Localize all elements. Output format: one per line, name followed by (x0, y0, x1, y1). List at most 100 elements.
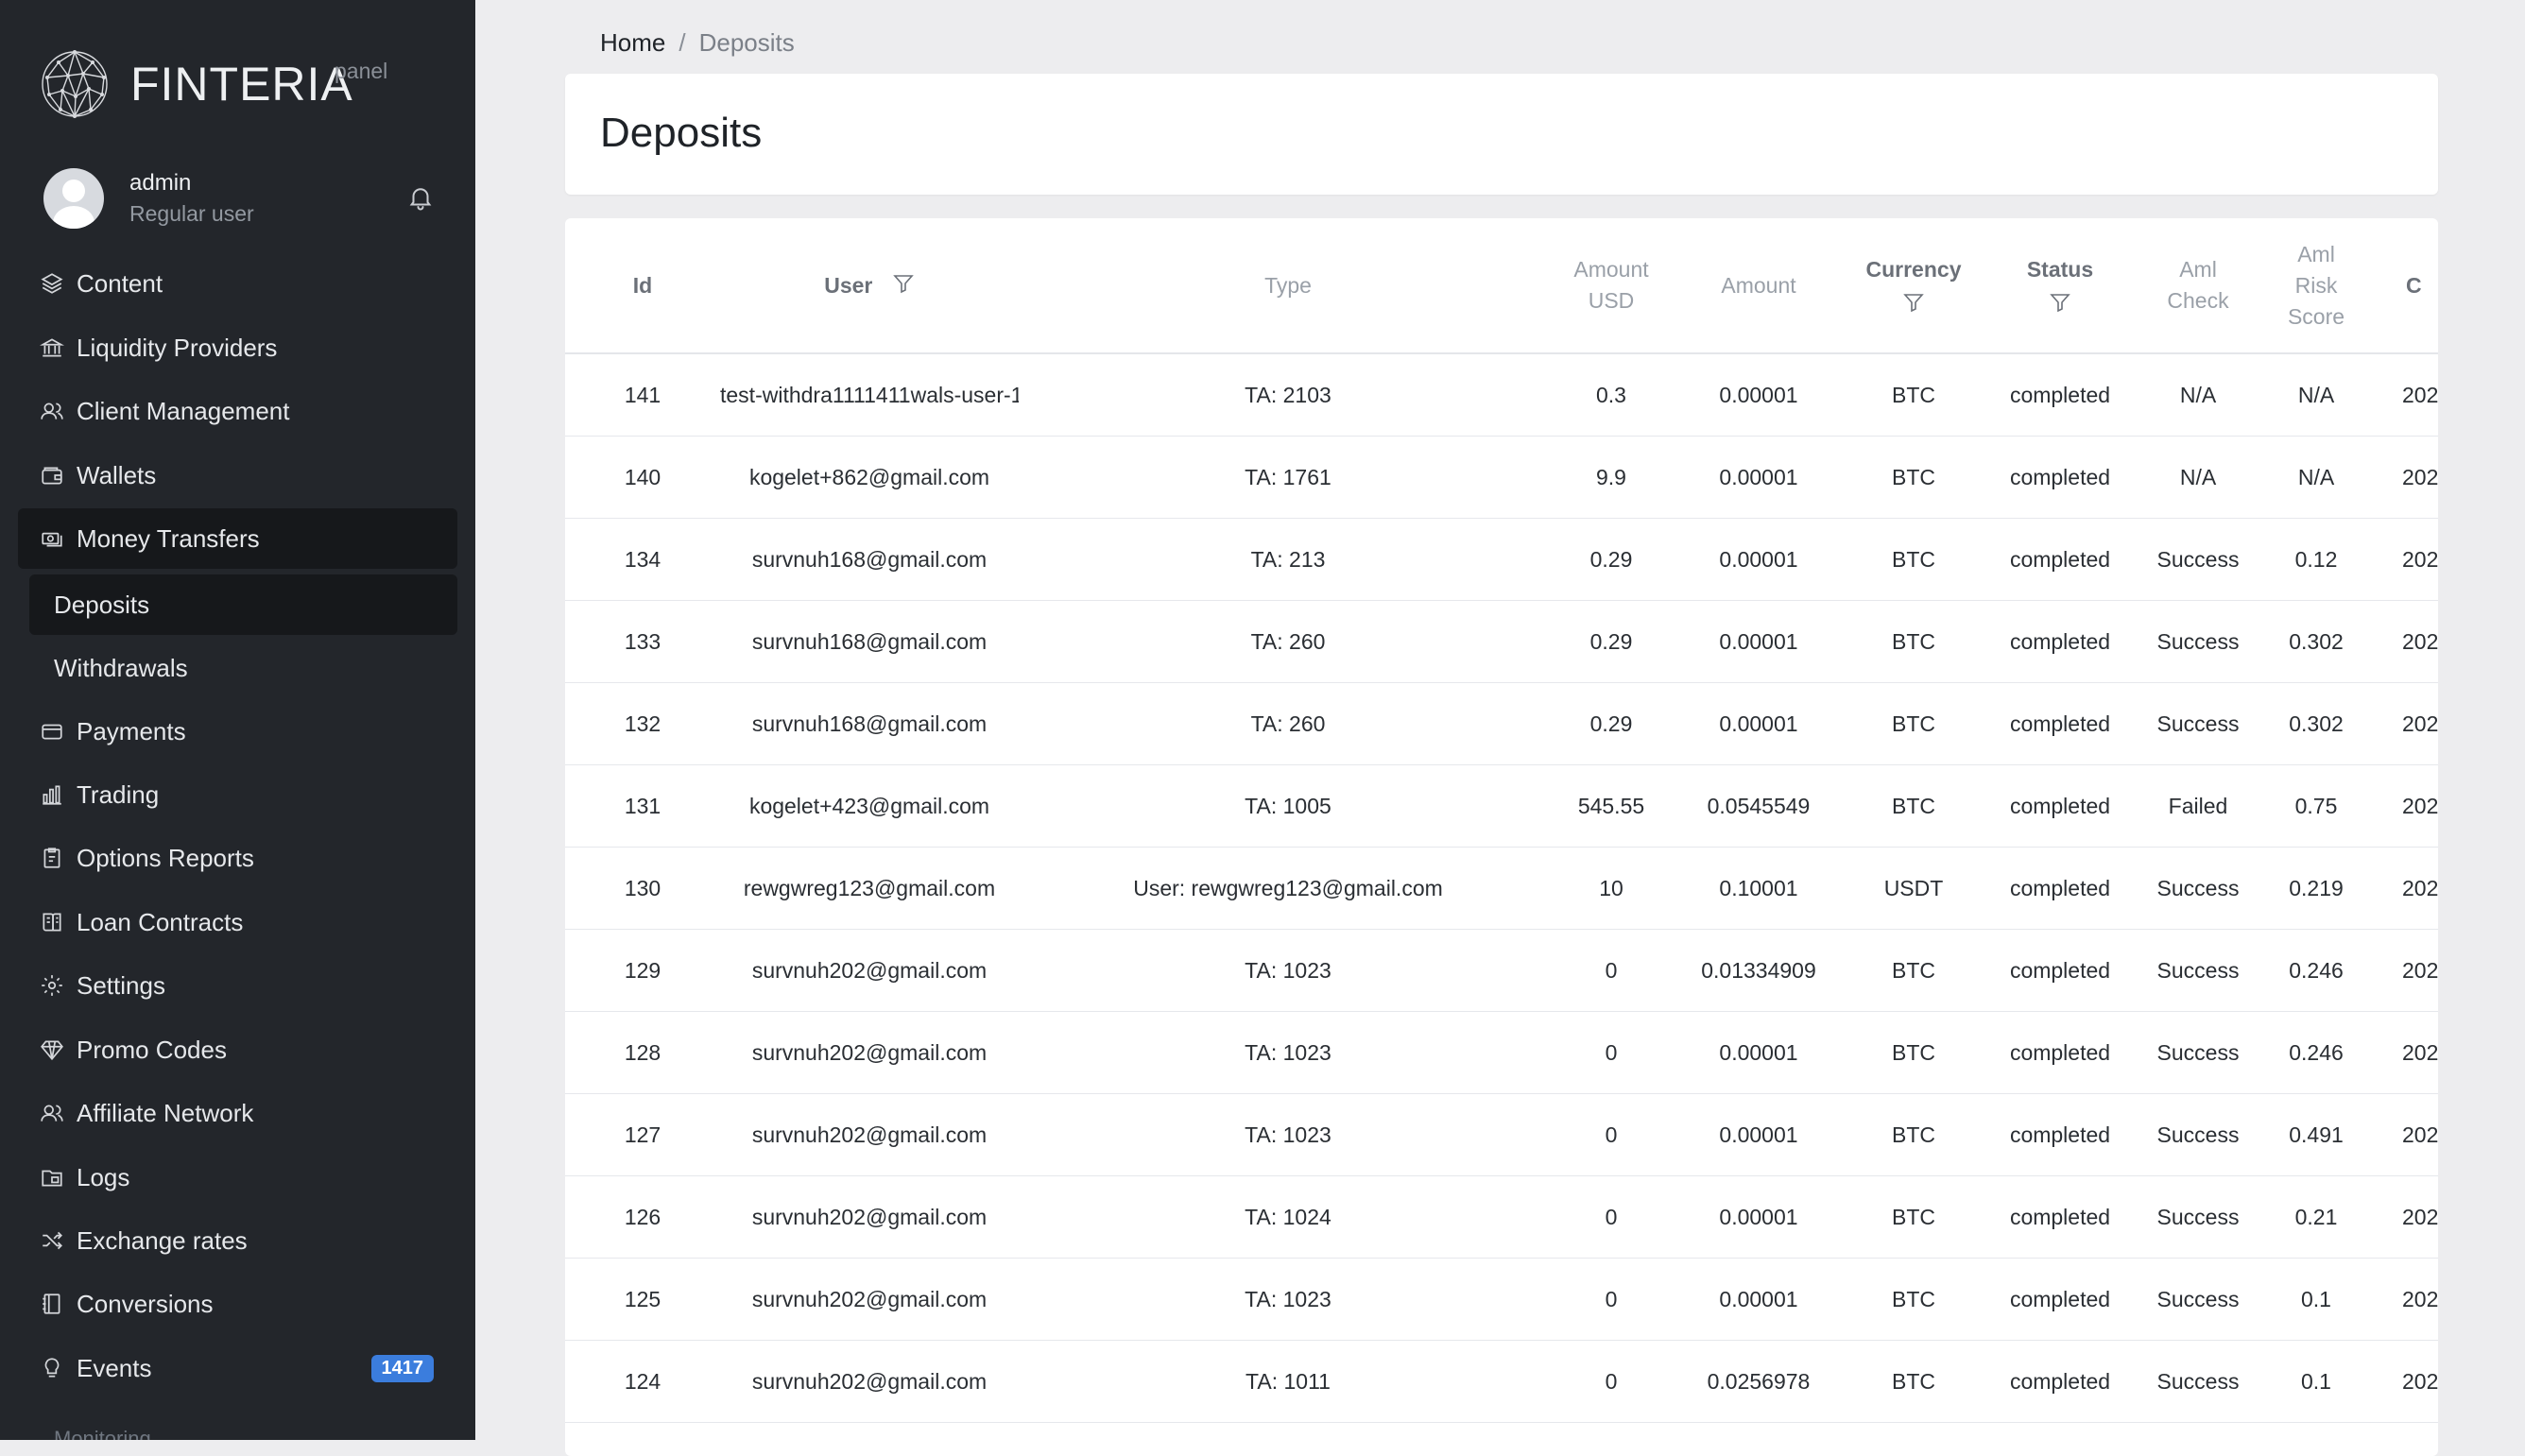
cell-amount: 0.10001 (1665, 847, 1852, 930)
avatar[interactable] (43, 168, 104, 229)
table-row[interactable]: 133 survnuh168@gmail.com TA: 260 0.29 0.0000… (565, 600, 2438, 683)
cell-status: completed (1975, 1011, 2145, 1094)
sidebar-item-logs[interactable]: Logs (18, 1147, 457, 1208)
sidebar-item-content[interactable]: Content (18, 253, 457, 314)
sidebar-item-wallets[interactable]: Wallets (18, 445, 457, 505)
sidebar-subitem-withdrawals[interactable]: Withdrawals (29, 638, 457, 698)
cell-aml-check: N/A (2145, 436, 2251, 519)
cell-amount-usd: 0 (1557, 929, 1665, 1012)
sidebar-item-client-management[interactable]: Client Management (18, 381, 457, 441)
table-row[interactable]: 141test-withdra1111411wals-user-1@gmail.… (565, 353, 2438, 437)
cell-id: 128 (565, 1011, 720, 1094)
sidebar-subitem-deposits[interactable]: Deposits (29, 574, 457, 635)
cell-aml-risk-score: 0.246 (2251, 1011, 2381, 1094)
bell-icon[interactable] (406, 183, 435, 212)
column-header-amount[interactable]: Amount (1665, 218, 1852, 354)
cell-aml-check: Success (2145, 1011, 2251, 1094)
cell-aml-risk-score: N/A (2251, 353, 2381, 437)
cell-id: 130 (565, 847, 720, 930)
cell-amount-usd: 0 (1557, 1093, 1665, 1176)
filter-icon[interactable] (892, 272, 915, 295)
cell-type: TA: 1023 (1019, 929, 1557, 1012)
cell-id: 134 (565, 518, 720, 601)
users-icon (39, 398, 65, 424)
filter-icon[interactable] (2049, 291, 2071, 314)
sidebar-item-payments[interactable]: Payments (18, 701, 457, 762)
cell-type: TA: 2103 (1019, 353, 1557, 437)
sidebar-item-loan-contracts[interactable]: Loan Contracts (18, 892, 457, 952)
cell-id: 132 (565, 682, 720, 765)
sidebar-item-events[interactable]: Events 1417 (18, 1338, 457, 1398)
table-row[interactable]: 126 survnuh202@gmail.com TA: 1024 0 0.00001 B… (565, 1175, 2438, 1259)
column-header-type[interactable]: Type (1019, 218, 1557, 354)
column-header-aml-risk-score[interactable]: Aml Risk Score (2251, 218, 2381, 354)
column-header-amount-usd[interactable]: Amount USD (1557, 218, 1665, 354)
sidebar-item-liquidity-providers[interactable]: Liquidity Providers (18, 317, 457, 378)
column-header-id[interactable]: Id (565, 218, 720, 354)
table-row[interactable]: 140 kogelet+862@gmail.com TA: 1761 9.9 0.000… (565, 436, 2438, 519)
cell-aml-check: Success (2145, 929, 2251, 1012)
sidebar-item-label: Logs (77, 1162, 130, 1191)
cell-created: 2023 (2381, 353, 2438, 437)
cell-created: 2023 (2381, 847, 2438, 930)
table-row[interactable]: 125 survnuh202@gmail.com TA: 1023 0 0.00001 B… (565, 1258, 2438, 1341)
cell-user: survnuh168@gmail.com (720, 600, 1019, 683)
column-header-currency[interactable]: Currency (1852, 218, 1975, 354)
breadcrumb-current: Deposits (698, 28, 795, 57)
cell-created: 2023 (2381, 600, 2438, 683)
table-row[interactable]: 132 survnuh168@gmail.com TA: 260 0.29 0.0000… (565, 682, 2438, 765)
cell-status: completed (1975, 518, 2145, 601)
cell-amount-usd: 0 (1557, 1258, 1665, 1341)
table-row[interactable]: 128 survnuh202@gmail.com TA: 1023 0 0.00001 B… (565, 1011, 2438, 1094)
breadcrumb-home-link[interactable]: Home (600, 28, 666, 57)
cell-aml-check: Success (2145, 682, 2251, 765)
cell-created: 2023 (2381, 436, 2438, 519)
cell-created: 2023 (2381, 929, 2438, 1012)
cell-amount-usd: 0 (1557, 1340, 1665, 1423)
sidebar-item-label: Conversions (77, 1289, 214, 1318)
user-profile[interactable]: admin Regular user (43, 168, 440, 231)
cell-type: TA: 1023 (1019, 1011, 1557, 1094)
breadcrumb: Home / Deposits (600, 28, 795, 58)
cell-type: TA: 1023 (1019, 1258, 1557, 1341)
cell-currency: BTC (1852, 1258, 1975, 1341)
table-row[interactable]: 134 survnuh168@gmail.com TA: 213 0.29 0.0000… (565, 518, 2438, 601)
cell-id: 124 (565, 1340, 720, 1423)
column-header-created[interactable]: C (2381, 218, 2438, 354)
cell-type: TA: 260 (1019, 600, 1557, 683)
cell-user: survnuh202@gmail.com (720, 1258, 1019, 1341)
sidebar-item-conversions[interactable]: Conversions (18, 1274, 457, 1334)
cell-amount: 0.0545549 (1665, 764, 1852, 848)
sidebar-item-trading[interactable]: Trading (18, 764, 457, 825)
table-row[interactable]: 127 survnuh202@gmail.com TA: 1023 0 0.00001 B… (565, 1093, 2438, 1176)
cell-aml-risk-score: 0.75 (2251, 764, 2381, 848)
column-header-status[interactable]: Status (1975, 218, 2145, 354)
column-header-user[interactable]: User (720, 218, 1019, 354)
column-header-aml-check[interactable]: Aml Check (2145, 218, 2251, 354)
sidebar-item-promo-codes[interactable]: Promo Codes (18, 1019, 457, 1080)
sidebar-item-exchange-rates[interactable]: Exchange rates (18, 1210, 457, 1271)
sidebar-item-settings[interactable]: Settings (18, 955, 457, 1016)
cell-id: 129 (565, 929, 720, 1012)
table-row[interactable]: 124 survnuh202@gmail.com TA: 1011 0 0.025697… (565, 1340, 2438, 1423)
wallet-icon (39, 462, 65, 488)
report-icon (39, 845, 65, 871)
sidebar-item-options-reports[interactable]: Options Reports (18, 828, 457, 888)
filter-icon[interactable] (1902, 291, 1925, 314)
cell-id: 141 (565, 353, 720, 437)
table-row[interactable]: 131 kogelet+423@gmail.com TA: 1005 545.55 0.… (565, 764, 2438, 848)
sidebar-item-label: Money Transfers (77, 523, 260, 553)
brand[interactable]: FINTERIA panel (40, 49, 387, 119)
sidebar-item-affiliate-network[interactable]: Affiliate Network (18, 1083, 457, 1143)
table-row[interactable]: 130 rewgwreg123@gmail.com User: rewgwreg12… (565, 847, 2438, 930)
gear-icon (39, 972, 65, 999)
cell-status: completed (1975, 682, 2145, 765)
cell-currency: BTC (1852, 518, 1975, 601)
cell-status: completed (1975, 1258, 2145, 1341)
book-icon (39, 909, 65, 935)
bar-chart-icon (39, 781, 65, 808)
cell-type: TA: 213 (1019, 518, 1557, 601)
sidebar-item-money-transfers[interactable]: Money Transfers (18, 508, 457, 569)
cell-aml-check: Success (2145, 1340, 2251, 1423)
table-row[interactable]: 129 survnuh202@gmail.com TA: 1023 0 0.013349… (565, 929, 2438, 1012)
